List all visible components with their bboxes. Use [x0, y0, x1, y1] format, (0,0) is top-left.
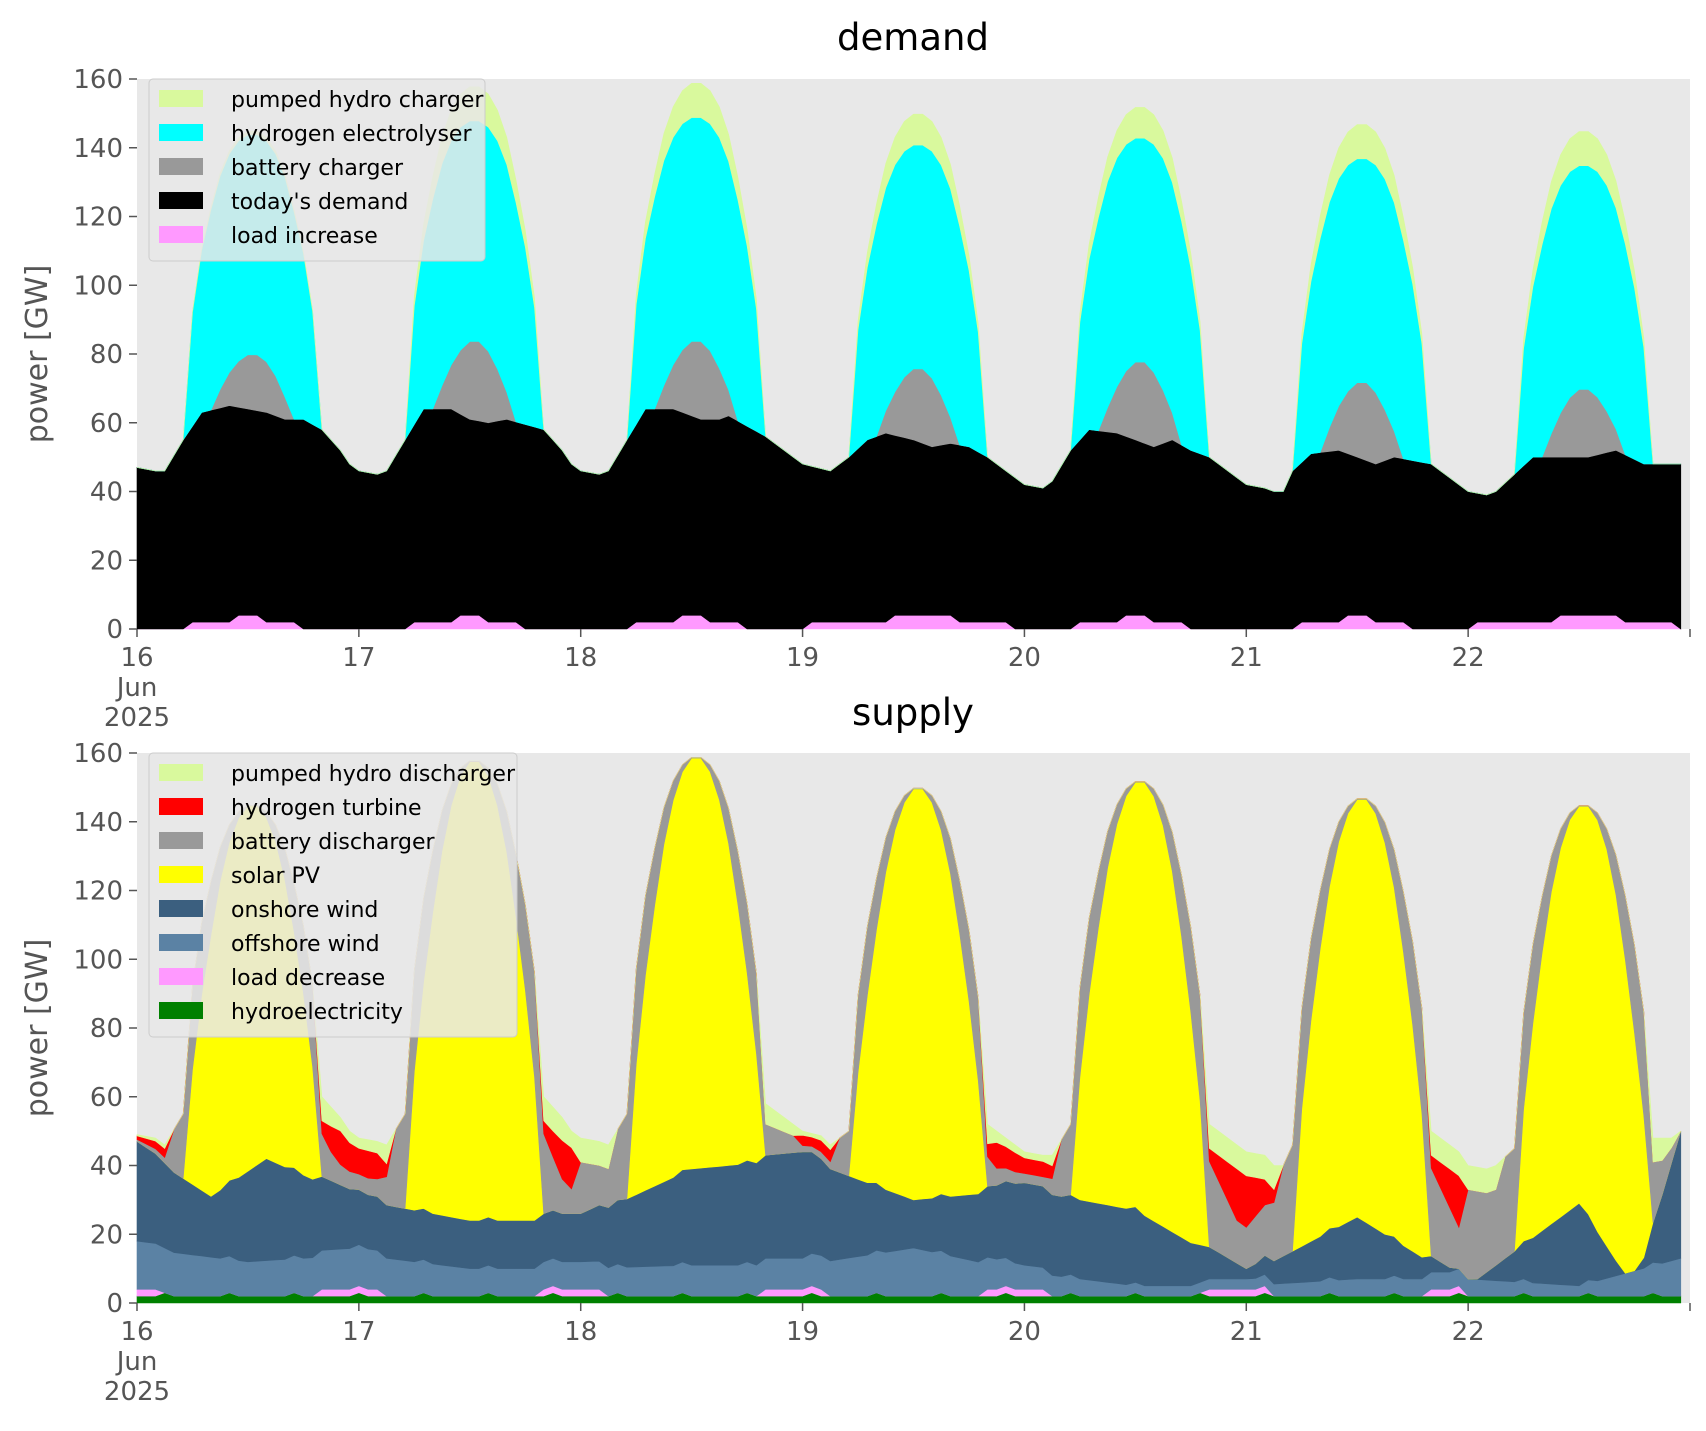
todays-demand-legend-swatch — [159, 192, 203, 209]
onshore-wind-legend-swatch — [159, 900, 203, 917]
y-tick-label: 0 — [106, 615, 123, 645]
y-tick-label: 20 — [90, 546, 123, 576]
x-tick-label: 2025 — [104, 703, 170, 733]
pumped-hydro-charger-area — [136, 83, 1681, 496]
hydroelectricity-legend-label: hydroelectricity — [231, 1000, 403, 1025]
onshore-wind-legend-label: onshore wind — [231, 898, 378, 923]
pumped-hydro-discharger-legend-swatch — [159, 764, 203, 781]
supply-y-axis-label: power [GW] — [20, 939, 55, 1118]
demand-title: demand — [837, 16, 989, 59]
pumped-hydro-charger-legend-label: pumped hydro charger — [231, 88, 484, 113]
y-tick-label: 20 — [90, 1220, 123, 1250]
y-tick-label: 160 — [73, 65, 123, 95]
x-tick-label: 16 — [120, 1317, 153, 1347]
legend-box — [148, 78, 486, 262]
hydrogen-electrolyser-legend-swatch — [159, 124, 203, 141]
pumped-hydro-discharger-area — [136, 757, 1682, 1194]
x-tick-label: 20 — [1008, 1317, 1041, 1347]
hydrogen-electrolyser-legend-label: hydrogen electrolyser — [231, 122, 472, 147]
battery-discharger-legend-label: battery discharger — [231, 830, 436, 855]
x-tick-label: Jun — [115, 673, 158, 703]
x-tick-label: 17 — [342, 1317, 375, 1347]
x-tick-label: 22 — [1452, 1317, 1485, 1347]
load-increase-legend-label: load increase — [231, 224, 378, 249]
hydrogen-turbine-legend-swatch — [159, 798, 203, 815]
load-decrease-legend-swatch — [159, 968, 203, 985]
y-tick-label: 140 — [73, 808, 123, 838]
x-tick-label: 22 — [1452, 643, 1485, 673]
y-tick-label: 100 — [73, 945, 123, 975]
y-tick-label: 60 — [90, 409, 123, 439]
demand-legend: pumped hydro charger hydrogen electrolyse… — [148, 78, 486, 262]
demand-stack-areas — [136, 83, 1682, 630]
battery-charger-legend-swatch — [159, 158, 203, 175]
todays-demand-legend-label: today's demand — [231, 190, 408, 215]
x-tick-label: Jun — [115, 1347, 158, 1377]
x-tick-label: 17 — [342, 643, 375, 673]
x-tick-label: 20 — [1008, 643, 1041, 673]
x-tick-label: 21 — [1230, 643, 1263, 673]
solar-pv-legend-swatch — [159, 866, 203, 883]
pumped-hydro-charger-legend-swatch — [159, 90, 203, 107]
solar-pv-legend-label: solar PV — [231, 864, 320, 889]
y-tick-label: 120 — [73, 203, 123, 233]
offshore-wind-legend-swatch — [159, 934, 203, 951]
load-decrease-legend-label: load decrease — [231, 966, 385, 991]
battery-charger-legend-label: battery charger — [231, 156, 404, 181]
demand-y-axis-label: power [GW] — [20, 265, 55, 444]
load-increase-legend-swatch — [159, 226, 203, 243]
y-tick-label: 100 — [73, 271, 123, 301]
y-tick-label: 160 — [73, 739, 123, 769]
y-tick-label: 60 — [90, 1083, 123, 1113]
offshore-wind-legend-label: offshore wind — [231, 932, 380, 957]
x-tick-label: 21 — [1230, 1317, 1263, 1347]
x-tick-label: 18 — [564, 643, 597, 673]
y-tick-label: 80 — [90, 340, 123, 370]
x-tick-label: 19 — [786, 643, 819, 673]
y-tick-label: 140 — [73, 134, 123, 164]
hydroelectricity-legend-swatch — [159, 1002, 203, 1019]
pumped-hydro-discharger-legend-label: pumped hydro discharger — [231, 762, 516, 787]
y-tick-label: 40 — [90, 1152, 123, 1182]
x-tick-label: 18 — [564, 1317, 597, 1347]
supply-stack-areas — [136, 757, 1682, 1304]
hydrogen-turbine-legend-label: hydrogen turbine — [231, 796, 422, 821]
supply-legend: pumped hydro discharger hydrogen turbine b… — [148, 752, 518, 1038]
legend-box — [148, 752, 518, 1038]
y-tick-label: 40 — [90, 478, 123, 508]
y-tick-label: 0 — [106, 1289, 123, 1319]
y-tick-label: 120 — [73, 877, 123, 907]
battery-discharger-legend-swatch — [159, 832, 203, 849]
x-tick-label: 19 — [786, 1317, 819, 1347]
x-tick-label: 2025 — [104, 1377, 170, 1407]
x-tick-label: 16 — [120, 643, 153, 673]
supply-title: supply — [852, 691, 974, 734]
y-tick-label: 80 — [90, 1014, 123, 1044]
